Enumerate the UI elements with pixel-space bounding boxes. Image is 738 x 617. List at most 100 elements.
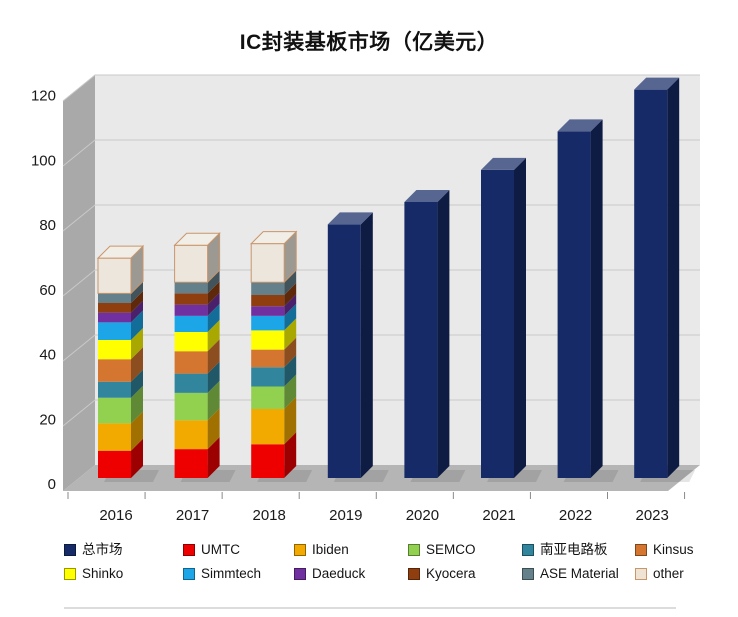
y-axis-label-60: 60 [39,282,56,299]
bar-segment-2022-total-market [557,131,591,478]
bar-segment-2016-ibiden [98,423,131,451]
legend-label-nanya-pcb: 南亚电路板 [540,542,608,557]
legend-item-umtc: UMTC [183,543,294,557]
legend-item-daeduck: Daeduck [294,567,408,581]
bar-segment-2017-ibiden [174,420,208,450]
bar-segment-2016-other [97,257,132,294]
bar-segment-2016-semco [98,397,131,424]
bar-top-other [96,245,145,259]
bar-segment-side-kyocera [207,281,220,305]
bar-2022 [557,119,619,482]
bar-segment-side-daeduck [131,300,143,323]
bar-segment-side-shinko [131,327,143,360]
legend-swatch-umtc [183,544,195,556]
gridline-100 [62,139,700,167]
bar-segment-2016-ase-material [98,293,131,304]
bar-segment-2017-umtc [174,449,208,478]
bar-segment-side-kyocera [284,283,297,307]
bar-segment-2018-shinko [251,330,285,350]
bar-segment-2016-umtc [98,450,131,478]
bar-segment-2018-umtc [251,444,285,478]
legend-swatch-other [635,568,647,580]
bar-segment-2019-total-market [327,224,361,478]
bar-segment-side-umtc [284,432,297,478]
legend-swatch-ase-material [522,568,534,580]
x-axis-label-2016: 2016 [99,507,132,524]
gridline-120 [62,74,700,102]
bar-top-total-market [634,77,680,90]
bar-2023 [634,77,696,482]
bar-top-other [249,231,298,245]
legend-item-semco: SEMCO [408,543,522,557]
bar-segment-2020-total-market [404,201,438,478]
x-axis-labels: 2016 2017 2018 2019 2020 2021 2022 2023 [99,507,669,524]
bar-segment-2017-simmtech [174,315,208,332]
bar-segment-side-kinsus [284,337,297,368]
bar-segment-2018-nanya-pcb [251,367,285,387]
bar-segment-2016-kyocera [98,303,131,313]
x-axis-label-2023: 2023 [636,507,669,524]
x-axis-label-2022: 2022 [559,507,592,524]
bar-segment-side-nanya-pcb [131,369,143,398]
bar-segment-side-total-market [590,119,603,478]
bar-segment-2023-total-market [634,89,668,478]
bar-top-total-market [557,119,603,132]
bar-segment-2016-shinko [98,339,131,360]
bar-segment-side-ibiden [207,408,220,450]
legend-swatch-kinsus [635,544,647,556]
x-axis-label-2017: 2017 [176,507,209,524]
bar-segment-side-semco [284,374,297,409]
bar-segment-2017-kyocera [174,293,208,305]
bar-segment-side-ibiden [131,411,143,451]
floor-3d [63,465,700,491]
bar-segment-side-nanya-pcb [284,355,297,387]
bar-segment-side-ibiden [284,396,297,445]
legend-label-simmtech: Simmtech [201,566,262,581]
y-axis-label-120: 120 [31,88,56,105]
bar-segment-2018-simmtech [251,315,285,331]
bar-2021 [481,157,542,482]
legend-label-total-market: 总市场 [82,542,123,557]
y-axis-label-80: 80 [39,217,56,234]
bar-segment-side-shinko [284,318,297,350]
legend-item-kyocera: Kyocera [408,567,522,581]
y-axis-label-0: 0 [48,476,56,493]
bar-2017 [173,232,236,482]
legend-item-other: other [635,566,684,581]
bar-segment-2018-ibiden [251,408,285,445]
bar-segment-side-daeduck [207,292,220,316]
bar-segment-side-shinko [207,319,220,352]
bar-segment-2018-daeduck [251,306,285,316]
bar-segment-side-semco [131,385,143,424]
bar-2020 [404,189,466,482]
legend-label-ibiden: Ibiden [312,542,349,557]
bar-segment-side-simmtech [284,303,297,331]
legend-item-shinko: Shinko [64,567,183,581]
bar-segment-2017-other [174,244,209,283]
bar-segment-2017-ase-material [174,282,208,294]
bar-2018 [249,230,313,482]
bar-segment-side-kyocera [131,291,143,313]
x-axis-label-2021: 2021 [482,507,515,524]
legend-swatch-nanya-pcb [522,544,534,556]
bottom-divider [64,607,676,609]
bar-segment-2018-kinsus [251,349,285,368]
legend-swatch-simmtech [183,568,195,580]
legend: 总市场 UMTC Ibiden SEMCO 南亚电路板 Kinsus Shinko Simmt… [64,542,694,581]
legend-label-ase-material: ASE Material [540,566,619,581]
bar-segment-side-simmtech [207,303,220,332]
bar-segment-side-daeduck [284,294,297,316]
bar-segment-2017-daeduck [174,304,208,316]
legend-label-other: other [653,566,684,581]
x-axis-label-2020: 2020 [406,507,439,524]
plot-area: 0 20 40 60 80 100 120 2016 2017 2018 2019 2020 2021… [31,74,700,524]
bar-segment-side-total-market [437,189,450,478]
y-axis-labels: 0 20 40 60 80 100 120 [31,88,56,493]
bar-segment-2021-total-market [481,169,514,478]
x-axis-ticks [67,492,686,499]
bar-segment-side-kinsus [207,339,220,374]
legend-item-simmtech: Simmtech [183,567,294,581]
legend-label-semco: SEMCO [426,542,476,557]
bar-segment-side-simmtech [131,310,143,340]
